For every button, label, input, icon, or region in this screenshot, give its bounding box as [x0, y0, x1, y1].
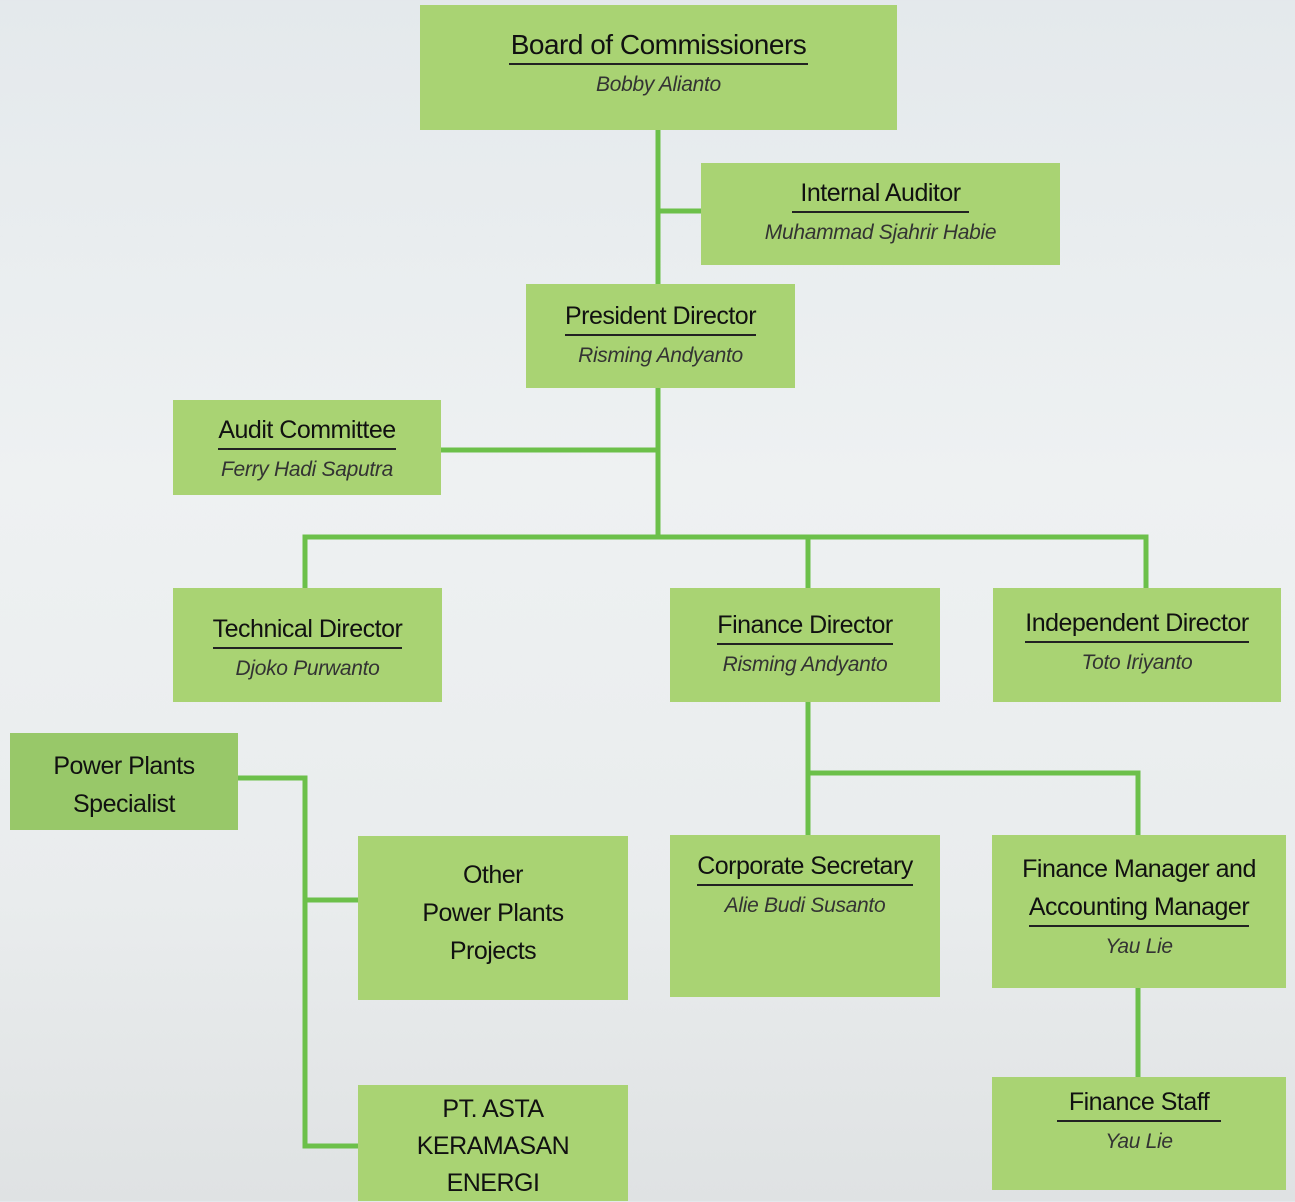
node-name: Yau Lie — [1105, 1126, 1173, 1158]
node-title: Corporate Secretary — [697, 848, 913, 886]
node-name: Toto Iriyanto — [1082, 647, 1193, 679]
node-title: Projects — [450, 932, 536, 970]
node: Internal Auditor Muhammad Sjahrir Habie — [701, 163, 1060, 265]
node-title: President Director — [565, 298, 756, 336]
node-title: Audit Committee — [218, 412, 395, 450]
node-title: Power Plants — [53, 747, 194, 785]
node: Board of Commissioners Bobby Alianto — [420, 5, 897, 130]
node-title: Finance Director — [717, 607, 892, 645]
page: Board of Commissioners Bobby Alianto Int… — [0, 0, 1295, 1201]
node: Power Plants Specialist — [10, 733, 238, 830]
node-name: Djoko Purwanto — [235, 653, 379, 685]
node: Technical Director Djoko Purwanto — [173, 588, 442, 702]
node-title: Board of Commissioners — [509, 27, 809, 65]
node: President Director Risming Andyanto — [526, 284, 795, 388]
node-title: Technical Director — [213, 611, 403, 649]
node-title: KERAMASAN — [417, 1128, 569, 1165]
node-title: Independent Director — [1025, 605, 1248, 643]
connector — [238, 778, 358, 1146]
node-name: Muhammad Sjahrir Habie — [765, 217, 997, 249]
node-name: Risming Andyanto — [578, 340, 743, 372]
node: Corporate Secretary Alie Budi Susanto — [670, 835, 940, 997]
node: Other Power Plants Projects — [358, 836, 628, 1000]
node-name: Yau Lie — [1105, 931, 1173, 963]
node-title: Internal Auditor — [792, 175, 968, 213]
node-title: Finance Staff — [1057, 1084, 1221, 1122]
node-title: Other — [463, 856, 523, 894]
node-title: Specialist — [73, 785, 175, 823]
node: PT. ASTA KERAMASAN ENERGI — [358, 1085, 628, 1201]
node-title: Finance Manager and — [1022, 849, 1256, 889]
node: Audit Committee Ferry Hadi Saputra — [173, 400, 441, 495]
node-name: Bobby Alianto — [596, 69, 721, 101]
node: Independent Director Toto Iriyanto — [993, 588, 1281, 702]
node-title: ENERGI — [447, 1165, 540, 1202]
node-title: Accounting Manager — [1029, 889, 1249, 927]
connector — [658, 130, 701, 284]
node: Finance Staff Yau Lie — [992, 1077, 1286, 1190]
node-title: Power Plants — [422, 894, 563, 932]
node-title: PT. ASTA — [442, 1091, 543, 1128]
connector — [808, 702, 1138, 835]
connector — [441, 388, 658, 537]
connector — [305, 537, 1146, 588]
node: Finance Manager and Accounting Manager Y… — [992, 835, 1286, 988]
node: Finance Director Risming Andyanto — [670, 588, 940, 702]
node-name: Ferry Hadi Saputra — [221, 454, 393, 486]
node-name: Alie Budi Susanto — [725, 890, 886, 922]
node-name: Risming Andyanto — [723, 649, 888, 681]
